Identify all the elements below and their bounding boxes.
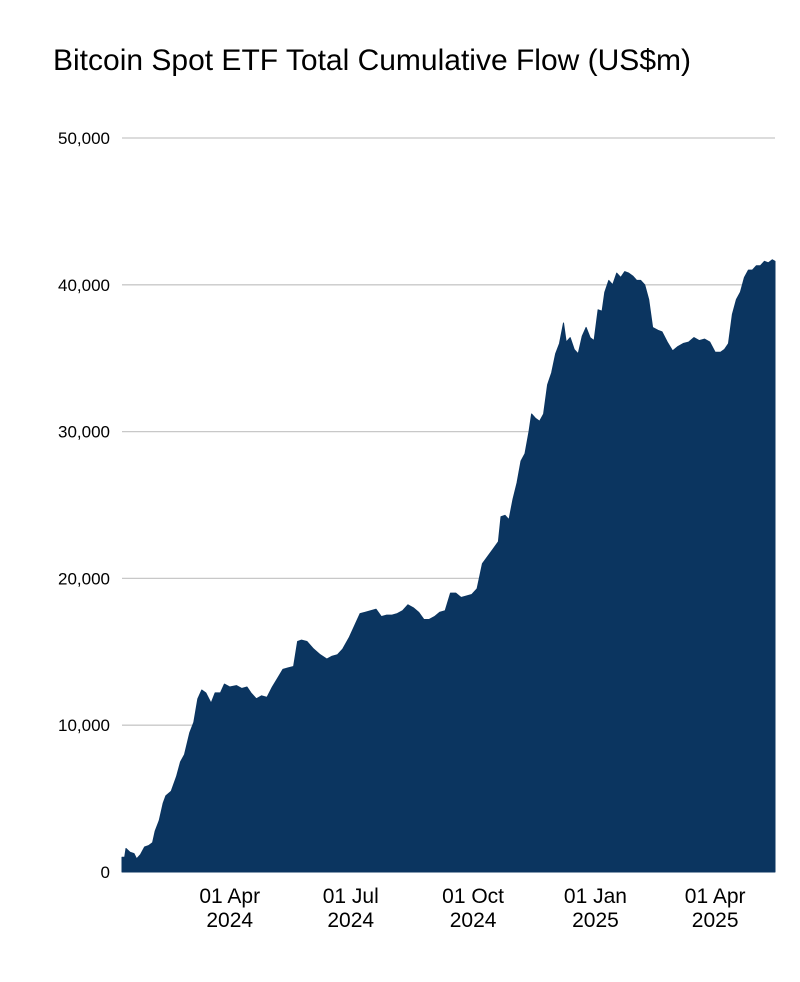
plot-area <box>121 259 776 873</box>
x-tick-label-line1: 01 Jul <box>323 885 379 908</box>
x-tick-label-line2: 2025 <box>692 909 739 932</box>
y-axis-tick-labels: 0 10,000 20,000 30,000 40,000 50,000 <box>58 129 110 882</box>
y-tick-label: 40,000 <box>58 276 110 295</box>
y-tick-label: 10,000 <box>58 716 110 735</box>
y-tick-label: 0 <box>101 863 110 882</box>
x-tick-label-line1: 01 Oct <box>442 885 504 908</box>
x-tick-label-line1: 01 Apr <box>685 885 746 908</box>
x-tick-label-line2: 2024 <box>327 909 374 932</box>
x-tick-label-line1: 01 Apr <box>199 885 260 908</box>
y-tick-label: 30,000 <box>58 423 110 442</box>
chart-title: Bitcoin Spot ETF Total Cumulative Flow (… <box>53 44 691 77</box>
y-tick-label: 50,000 <box>58 129 110 148</box>
y-tick-label: 20,000 <box>58 569 110 588</box>
x-tick-label-line2: 2024 <box>450 909 497 932</box>
x-tick-label-line2: 2024 <box>206 909 253 932</box>
x-tick-label-line2: 2025 <box>572 909 619 932</box>
cumulative-flow-area <box>121 259 776 873</box>
x-tick-label-line1: 01 Jan <box>564 885 627 908</box>
